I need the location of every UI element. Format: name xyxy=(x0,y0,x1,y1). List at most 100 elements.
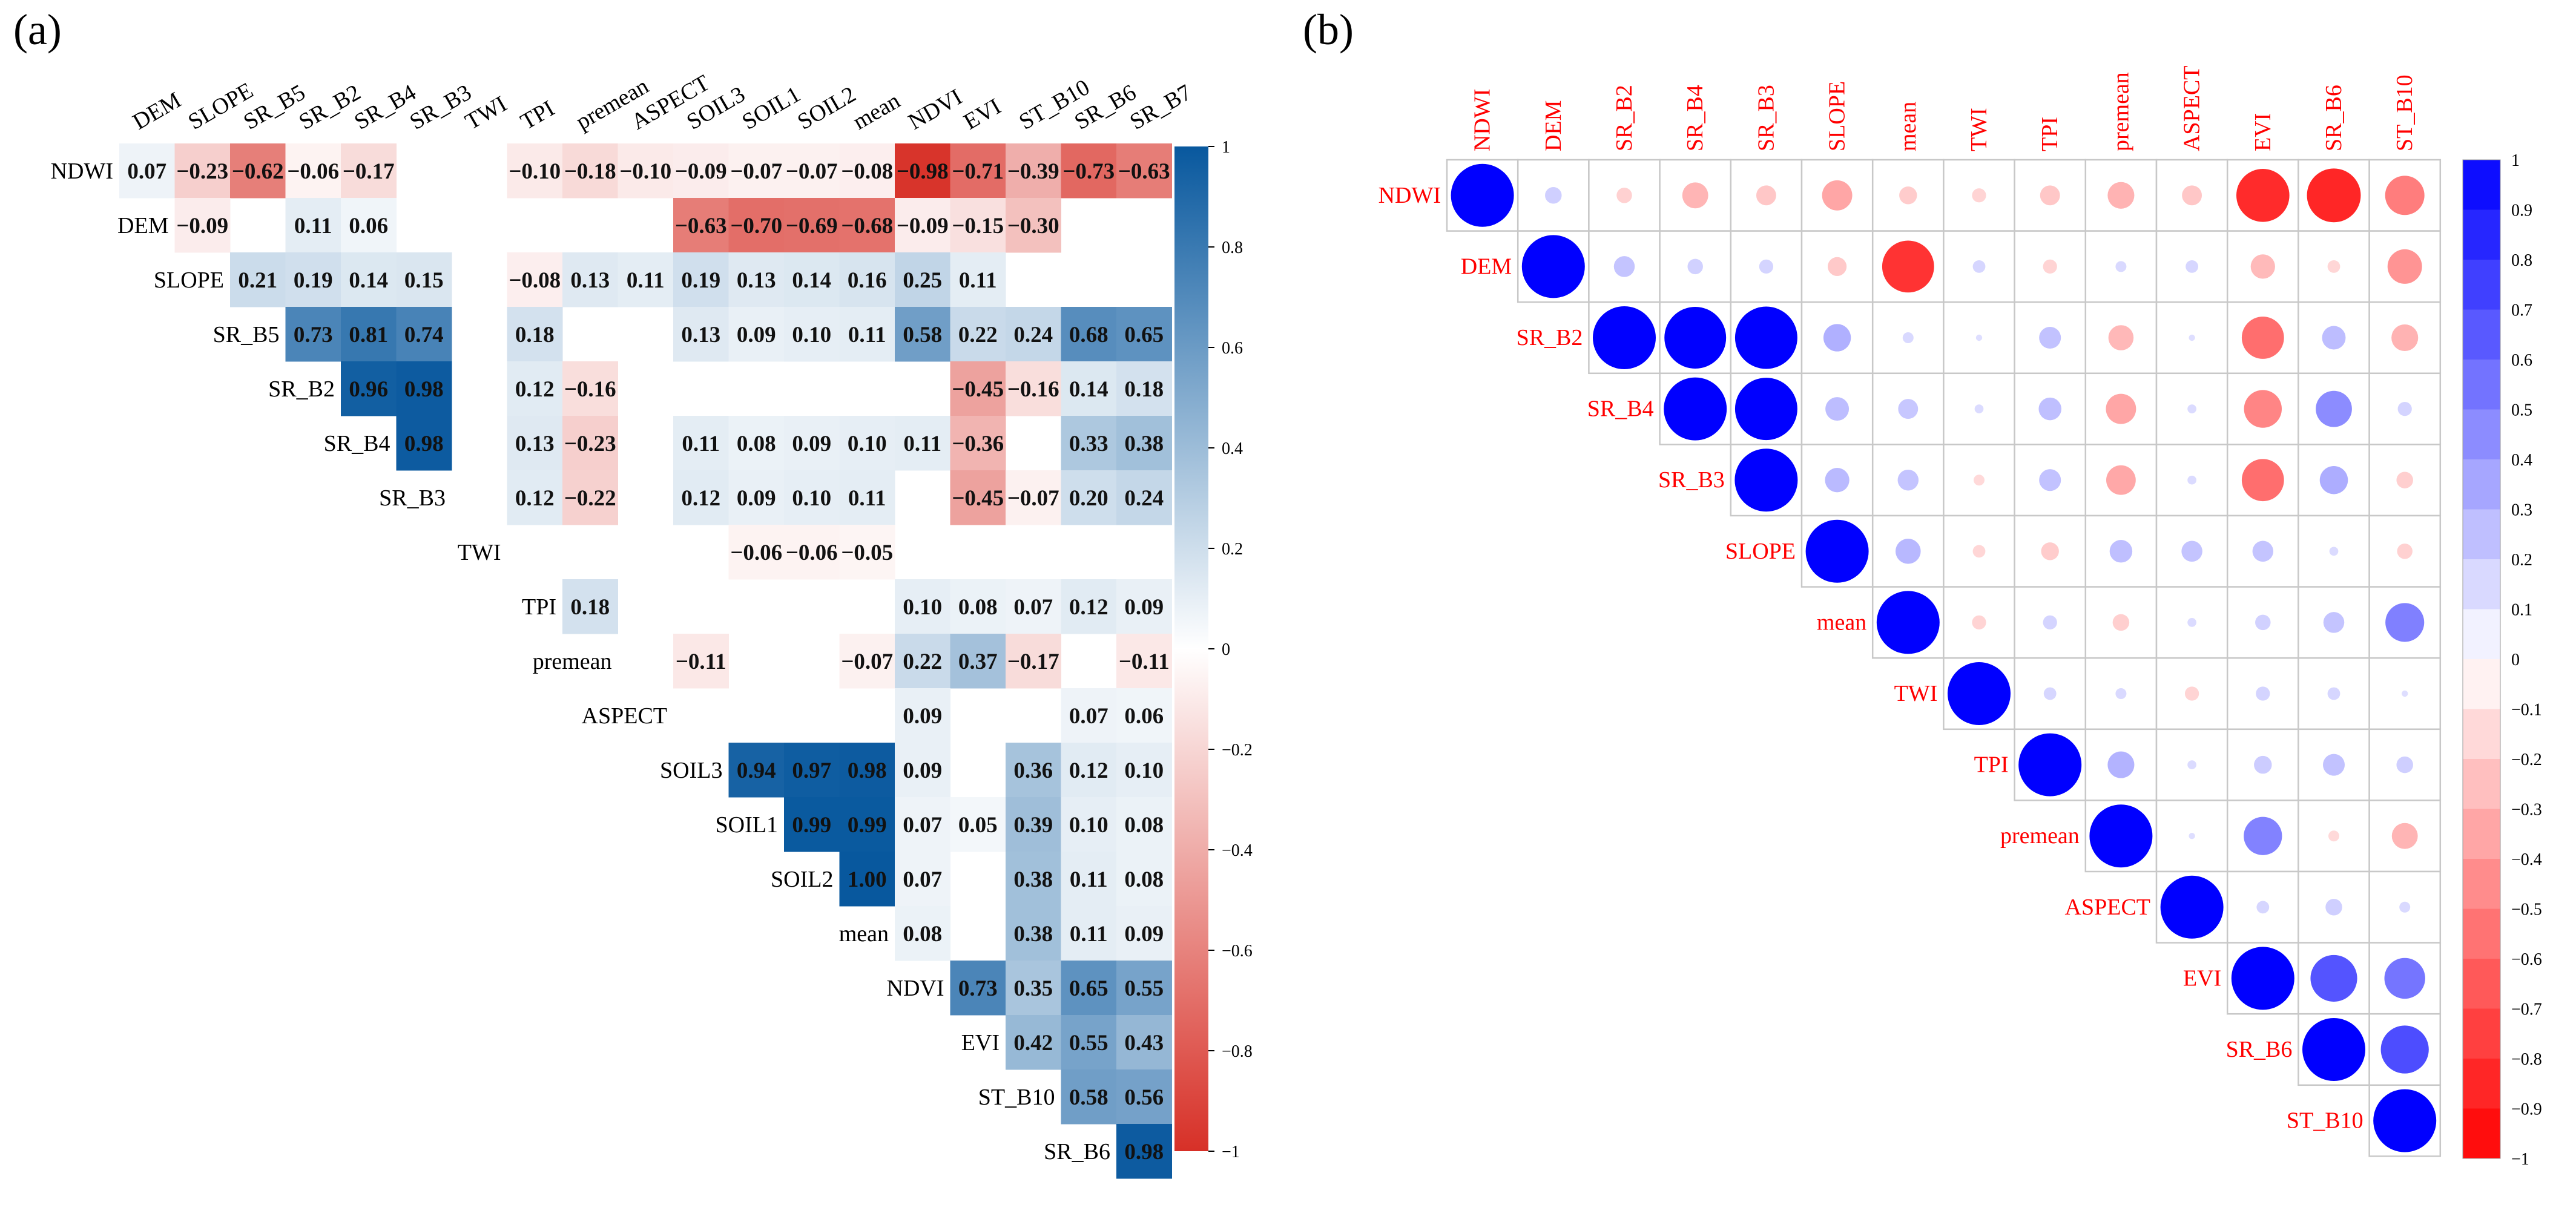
heat-cell xyxy=(895,852,950,907)
heat-cell xyxy=(1006,579,1061,634)
heat-cell xyxy=(562,143,618,199)
cell-value: −0.11 xyxy=(676,649,726,674)
heat-cell xyxy=(784,143,840,199)
heat-cell xyxy=(895,688,950,743)
corr-circle xyxy=(1974,404,1984,413)
heat-cell xyxy=(285,252,341,307)
corr-circle xyxy=(2402,690,2408,697)
heat-cell xyxy=(1006,198,1061,253)
corr-circle xyxy=(1451,163,1514,227)
heat-cell xyxy=(1116,307,1172,362)
cell-value: 0.36 xyxy=(1013,758,1053,783)
row-label-evi: EVI xyxy=(961,1030,1000,1056)
cell-value: −0.08 xyxy=(841,159,893,184)
colorbar-tick-label: −0.2 xyxy=(1222,741,1253,760)
corr-circle xyxy=(2254,755,2272,774)
cell-value: 0.07 xyxy=(903,813,942,838)
heat-cell xyxy=(507,252,563,307)
corr-circle xyxy=(2106,465,2136,495)
heat-cell xyxy=(895,252,950,307)
cell-value: 0.35 xyxy=(1013,976,1053,1001)
corr-circle xyxy=(2310,954,2357,1002)
corr-circle xyxy=(2319,465,2348,494)
heat-cell xyxy=(1006,1015,1061,1070)
colorbar-tick-label: −0.8 xyxy=(2511,1050,2542,1069)
heat-cell xyxy=(839,634,895,689)
corr-circle xyxy=(2380,1025,2429,1074)
corr-circle xyxy=(1805,519,1869,583)
heat-cell xyxy=(507,143,563,199)
grid-cell xyxy=(2014,230,2087,303)
colorbar-step xyxy=(2463,859,2500,909)
cell-value: −0.07 xyxy=(786,159,838,184)
colorbar-step xyxy=(2463,659,2500,709)
heat-cell xyxy=(1061,416,1117,471)
heat-cell xyxy=(1116,361,1172,416)
cell-value: −0.23 xyxy=(176,159,228,184)
colorbar-step xyxy=(2463,609,2500,660)
corr-circle xyxy=(1973,475,1985,486)
cell-value: 0.10 xyxy=(1069,813,1108,838)
heat-cell xyxy=(839,525,895,580)
cell-value: 0.08 xyxy=(903,922,942,947)
heat-cell xyxy=(1061,307,1117,362)
cell-value: 0.20 xyxy=(1069,486,1108,511)
heat-cell xyxy=(950,470,1006,525)
cell-value: −0.10 xyxy=(619,159,671,184)
colorbar-tick-label: −0.7 xyxy=(2511,1000,2542,1019)
heat-cell xyxy=(507,307,563,362)
cell-value: −0.06 xyxy=(786,540,838,565)
heat-cell xyxy=(895,906,950,961)
heat-cell xyxy=(1061,797,1117,852)
cell-value: −0.17 xyxy=(1007,649,1059,674)
colorbar-step xyxy=(2463,1008,2500,1059)
cell-value: 0.13 xyxy=(681,323,720,347)
corr-circle xyxy=(1664,307,1727,369)
corr-circle xyxy=(2184,686,2199,701)
heat-cell xyxy=(1006,307,1061,362)
corr-circle xyxy=(2108,325,2134,350)
cell-value: 0.38 xyxy=(1013,922,1053,947)
cell-value: −0.07 xyxy=(730,159,782,184)
corr-circle xyxy=(2039,326,2061,349)
corr-circle xyxy=(2256,901,2270,914)
corr-circle xyxy=(2244,816,2282,855)
corr-circle xyxy=(2244,390,2282,428)
colorbar-step xyxy=(2463,559,2500,609)
heat-cell xyxy=(1061,1069,1117,1125)
corr-circle xyxy=(2252,540,2274,562)
corr-circle xyxy=(1521,235,1585,298)
cell-value: 0.19 xyxy=(681,268,720,293)
cell-value: 0.14 xyxy=(1069,377,1108,402)
heat-cell xyxy=(230,143,286,199)
cell-value: 0.58 xyxy=(903,323,942,347)
cell-value: −0.30 xyxy=(1007,214,1059,238)
colorbar-step xyxy=(2463,209,2500,260)
corr-circle xyxy=(2181,540,2202,562)
heat-cell xyxy=(950,416,1006,471)
corr-circle xyxy=(2373,1089,2437,1152)
heat-cell xyxy=(507,416,563,471)
heat-cell xyxy=(839,416,895,471)
cell-value: −0.62 xyxy=(232,159,284,184)
corr-circle xyxy=(2112,614,2130,631)
col-label-twi: TWI xyxy=(1966,108,1992,151)
heat-cell xyxy=(728,198,785,253)
corr-circle xyxy=(2236,168,2290,222)
row-label-sr_b4: SR_B4 xyxy=(1587,396,1654,422)
colorbar-tick-label: −0.3 xyxy=(2511,801,2542,820)
row-label-ndvi: NDVI xyxy=(887,976,944,1001)
heat-cell xyxy=(950,579,1006,634)
heat-cell xyxy=(618,252,674,307)
corr-circle xyxy=(2385,176,2425,215)
heat-cell xyxy=(895,416,950,471)
cell-value: −0.68 xyxy=(841,214,893,238)
grid-cell xyxy=(2226,870,2299,944)
row-label-sr_b3: SR_B3 xyxy=(1658,467,1725,493)
cell-value: 0.99 xyxy=(848,813,887,838)
colorbar-tick-label: 0.1 xyxy=(2511,601,2532,620)
col-label-mean: mean xyxy=(1896,102,1921,151)
cell-value: −0.07 xyxy=(841,649,893,674)
heat-cell xyxy=(673,470,729,525)
corr-circle xyxy=(1823,324,1851,352)
